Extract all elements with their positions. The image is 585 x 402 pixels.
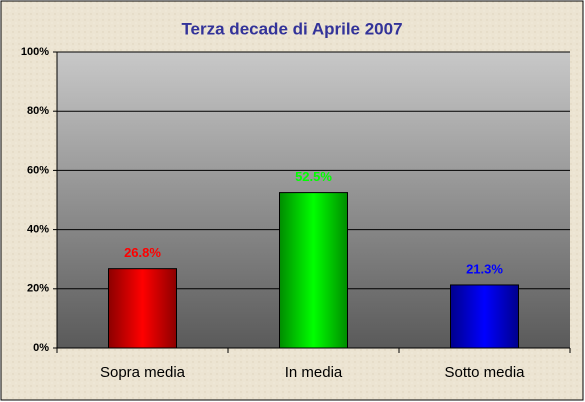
bar [108,268,177,349]
x-tick-label: In media [285,364,343,381]
bar [450,284,519,349]
y-tick-label: 0% [33,342,49,354]
x-tick-label: Sotto media [444,364,525,381]
data-label: 21.3% [466,261,503,276]
x-tick-label: Sopra media [100,364,186,381]
data-label: 26.8% [124,245,161,260]
y-tick-label: 20% [27,283,49,295]
y-tick-label: 60% [27,164,49,176]
data-label: 52.5% [295,169,332,184]
y-tick-label: 40% [27,224,49,236]
y-tick-label: 80% [27,105,49,117]
chart-title: Terza decade di Aprile 2007 [181,19,402,38]
bar [279,192,348,349]
y-tick-label: 100% [21,46,49,58]
